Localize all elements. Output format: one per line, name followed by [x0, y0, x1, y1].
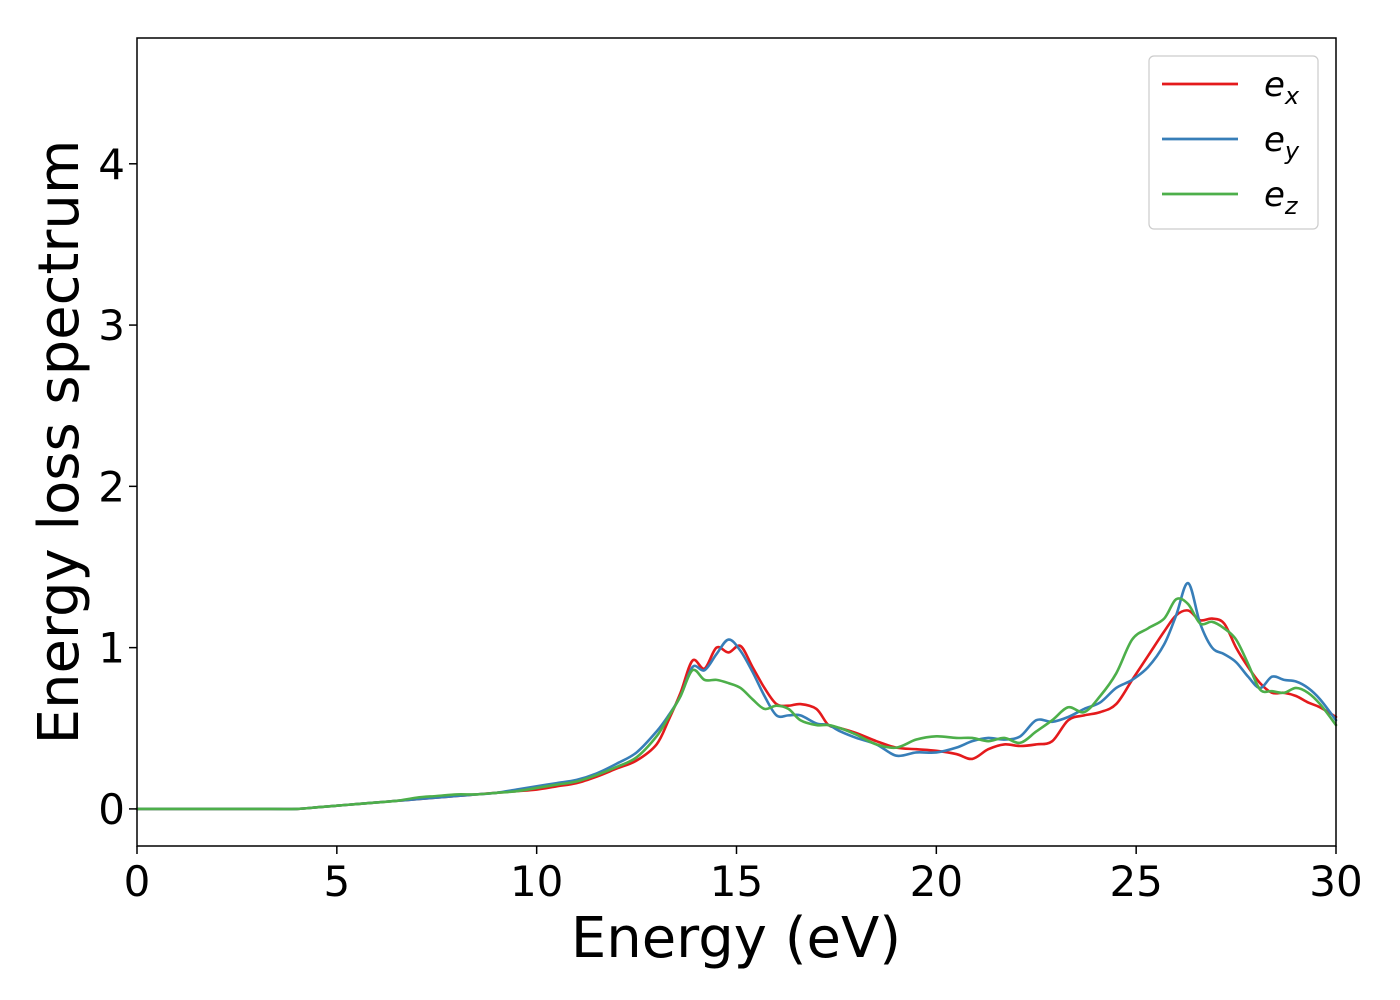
x-tick-label: 30 — [1309, 857, 1362, 906]
series-line-y — [135, 581, 1338, 811]
legend: ex ey ez — [1148, 55, 1319, 230]
y-tick-label: 3 — [98, 301, 125, 350]
x-tick-label: 15 — [710, 857, 763, 906]
series-layer — [135, 581, 1338, 811]
y-tick-label: 0 — [98, 785, 125, 834]
series-line-z — [135, 597, 1338, 811]
x-tick-label: 5 — [323, 857, 350, 906]
legend-label-x: ex — [1264, 65, 1300, 110]
x-tick-label: 25 — [1109, 857, 1162, 906]
legend-label-z: ez — [1264, 175, 1299, 220]
legend-box — [1148, 55, 1319, 230]
x-tick-label: 20 — [910, 857, 963, 906]
x-axis: 0 5 10 15 20 25 30 — [124, 846, 1363, 906]
legend-label-y: ey — [1264, 120, 1300, 165]
y-axis: 0 1 2 3 4 — [98, 140, 137, 834]
y-tick-label: 4 — [98, 140, 125, 189]
x-tick-label: 10 — [510, 857, 563, 906]
y-axis-title: Energy loss spectrum — [27, 140, 92, 745]
y-tick-label: 2 — [98, 462, 125, 511]
plot-background — [137, 38, 1336, 846]
x-axis-title: Energy (eV) — [571, 906, 901, 971]
y-tick-label: 1 — [98, 624, 125, 673]
x-tick-label: 0 — [124, 857, 151, 906]
